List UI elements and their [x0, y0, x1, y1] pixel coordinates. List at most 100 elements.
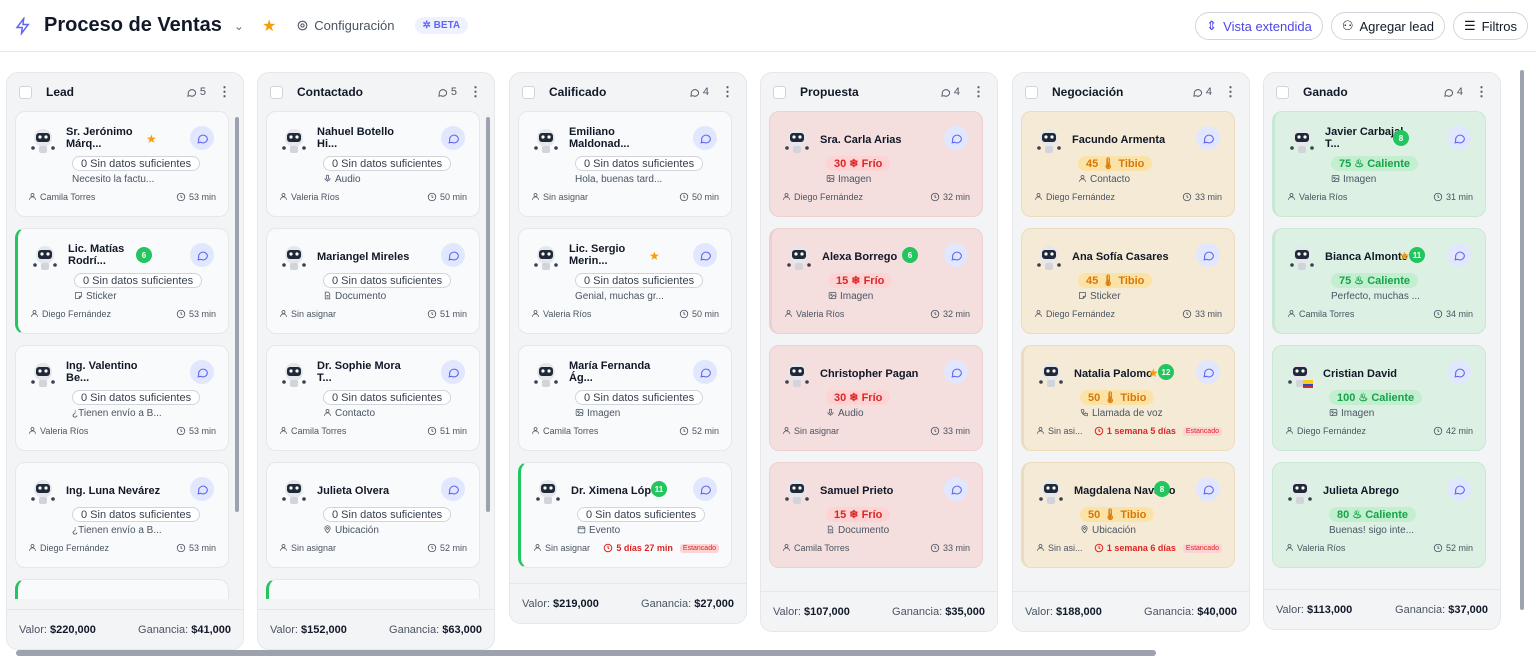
add-lead-button[interactable]: ⚇ Agregar lead — [1330, 12, 1445, 40]
open-chat-button[interactable] — [693, 243, 717, 267]
open-chat-button[interactable] — [190, 243, 214, 267]
lead-card[interactable]: Cristian David 100 ♨ Caliente Imagen Diego … — [1272, 345, 1486, 451]
open-chat-button[interactable] — [944, 243, 968, 267]
last-message-text: Audio — [838, 408, 864, 419]
lead-card[interactable]: Magdalena Navarro 8 50 🌡 Tibio Ubicación Sin… — [1021, 462, 1235, 568]
column-menu-icon[interactable]: ⋮ — [972, 84, 985, 99]
bot-avatar-icon — [1285, 360, 1315, 390]
column-profit-label: Ganancia: — [1144, 605, 1195, 618]
lead-name: Sr. Jerónimo Márq... — [66, 126, 133, 150]
open-chat-button[interactable] — [693, 126, 717, 150]
lead-card[interactable]: Natalia Palomo ★ 12 50 🌡 Tibio Llamada de vo… — [1021, 345, 1235, 451]
favorite-star-icon[interactable]: ★ — [261, 17, 277, 35]
lead-card[interactable]: Dr. Ximena López 11 0 Sin datos suficiente… — [518, 462, 732, 568]
select-column-checkbox[interactable] — [1276, 85, 1289, 99]
lead-card[interactable]: Christopher Pagan 30 ❄ Frío Audio Sin asign… — [769, 345, 983, 451]
column-value-amount: $220,000 — [49, 623, 96, 636]
select-column-checkbox[interactable] — [1025, 85, 1038, 99]
lead-card[interactable]: Ing. Luna Nevárez 0 Sin datos suficientes… — [15, 462, 229, 568]
select-column-checkbox[interactable] — [270, 85, 283, 99]
lead-card[interactable]: María Fernanda Ág... 0 Sin datos suficien… — [518, 345, 732, 451]
next-card-partial[interactable] — [266, 579, 480, 599]
clock-icon — [1182, 192, 1192, 202]
lead-card[interactable]: Samuel Prieto 15 ❄ Frío Documento Camila To… — [769, 462, 983, 568]
lead-card[interactable]: Lic. Sergio Merin... ★ 0 Sin datos suficie… — [518, 228, 732, 334]
open-chat-button[interactable] — [1447, 243, 1471, 267]
page-vertical-scrollbar[interactable] — [1520, 70, 1524, 610]
lead-name: Dr. Ximena López — [571, 485, 663, 497]
open-chat-button[interactable] — [441, 477, 465, 501]
lead-name: Sra. Carla Arias — [820, 134, 902, 146]
lead-card[interactable]: Ing. Valentino Be... 0 Sin datos suficien… — [15, 345, 229, 451]
config-button[interactable]: Configuración — [296, 18, 395, 33]
location-icon — [1080, 525, 1089, 534]
lead-card[interactable]: Dr. Sophie Mora T... 0 Sin datos suficien… — [266, 345, 480, 451]
last-message-text: ¿Tienen envío a B... — [72, 408, 162, 419]
lead-card[interactable]: Bianca Almonte ★ 11 75 ♨ Caliente Perfecto, … — [1272, 228, 1486, 334]
elapsed-time-value: 33 min — [942, 426, 970, 436]
open-chat-button[interactable] — [190, 126, 214, 150]
lead-card[interactable]: Facundo Armenta 45 🌡 Tibio Contacto Diego F… — [1021, 111, 1235, 217]
bot-avatar-icon — [1036, 477, 1066, 507]
open-chat-button[interactable] — [441, 360, 465, 384]
last-message-text: Perfecto, muchas ... — [1331, 291, 1420, 302]
select-column-checkbox[interactable] — [19, 85, 32, 99]
lead-card[interactable]: Ana Sofía Casares 45 🌡 Tibio Sticker Diego … — [1021, 228, 1235, 334]
column-menu-icon[interactable]: ⋮ — [218, 84, 231, 99]
lead-card[interactable]: Alexa Borrego 6 15 ❄ Frío Imagen Valeria Río… — [769, 228, 983, 334]
lead-card[interactable]: Sr. Jerónimo Márq... ★ 0 Sin datos suficie… — [15, 111, 229, 217]
column-header: Calificado 4 ⋮ — [510, 73, 746, 111]
column-menu-icon[interactable]: ⋮ — [469, 84, 482, 99]
bot-avatar-icon — [782, 477, 812, 507]
open-chat-button[interactable] — [944, 126, 968, 150]
lead-name: Mariangel Mireles — [317, 251, 410, 263]
column-scrollbar[interactable] — [235, 117, 239, 512]
elapsed-time-value: 51 min — [439, 309, 467, 319]
select-column-checkbox[interactable] — [522, 85, 535, 99]
bot-avatar-icon — [279, 126, 309, 156]
column-header: Ganado 4 ⋮ — [1264, 73, 1500, 111]
column-scrollbar[interactable] — [486, 117, 490, 512]
column-menu-icon[interactable]: ⋮ — [1224, 84, 1237, 99]
select-column-checkbox[interactable] — [773, 85, 786, 99]
score-pill: 100 ♨ Caliente — [1329, 390, 1423, 405]
open-chat-button[interactable] — [1447, 126, 1471, 150]
horizontal-scrollbar[interactable] — [16, 650, 1156, 656]
user-icon — [30, 309, 39, 318]
extended-view-button[interactable]: ⇕ Vista extendida — [1195, 12, 1323, 40]
open-chat-button[interactable] — [693, 360, 717, 384]
open-chat-button[interactable] — [1196, 243, 1220, 267]
assignee-name: Camila Torres — [40, 192, 96, 202]
open-chat-button[interactable] — [944, 360, 968, 384]
elapsed-time: 52 min — [679, 426, 719, 436]
open-chat-button[interactable] — [1447, 477, 1471, 501]
lead-card[interactable]: Nahuel Botello Hi... 0 Sin datos suficien… — [266, 111, 480, 217]
clock-icon — [1094, 543, 1104, 553]
open-chat-button[interactable] — [441, 243, 465, 267]
open-chat-button[interactable] — [190, 360, 214, 384]
lead-card[interactable]: Javier Carbajal T... 8 75 ♨ Caliente Imagen… — [1272, 111, 1486, 217]
open-chat-button[interactable] — [190, 477, 214, 501]
open-chat-button[interactable] — [1196, 360, 1220, 384]
last-message: ¿Tienen envío a B... — [72, 525, 162, 536]
open-chat-button[interactable] — [441, 126, 465, 150]
lead-card[interactable]: Julieta Abrego 80 ♨ Caliente Buenas! sigo … — [1272, 462, 1486, 568]
lead-card[interactable]: Sra. Carla Arias 30 ❄ Frío Imagen Diego Fer… — [769, 111, 983, 217]
lead-card[interactable]: Mariangel Mireles 0 Sin datos suficientes… — [266, 228, 480, 334]
column-menu-icon[interactable]: ⋮ — [721, 84, 734, 99]
open-chat-button[interactable] — [944, 477, 968, 501]
chevron-down-icon[interactable]: ⌄ — [233, 18, 244, 33]
open-chat-button[interactable] — [1447, 360, 1471, 384]
column-calificado: Calificado 4 ⋮ Emiliano Maldonad... 0 Sin da… — [509, 72, 747, 624]
lead-card[interactable]: Julieta Olvera 0 Sin datos suficientes Ubi… — [266, 462, 480, 568]
next-card-partial[interactable] — [15, 579, 229, 599]
lead-card[interactable]: Emiliano Maldonad... 0 Sin datos suficien… — [518, 111, 732, 217]
lead-card[interactable]: Lic. Matías Rodrí... 6 0 Sin datos suficie… — [15, 228, 229, 334]
open-chat-button[interactable] — [1196, 126, 1220, 150]
elapsed-time: 33 min — [1182, 309, 1222, 319]
open-chat-button[interactable] — [693, 477, 717, 501]
filters-button[interactable]: ☰ Filtros — [1452, 12, 1528, 40]
column-menu-icon[interactable]: ⋮ — [1475, 84, 1488, 99]
column-header: Contactado 5 ⋮ — [258, 73, 494, 111]
open-chat-button[interactable] — [1196, 477, 1220, 501]
